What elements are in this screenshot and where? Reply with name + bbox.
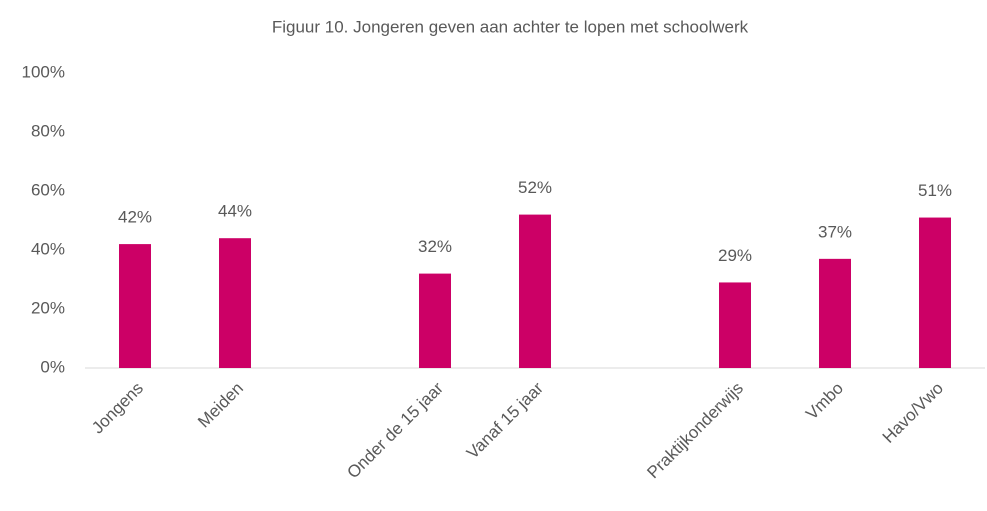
bar bbox=[719, 282, 751, 368]
data-label: 29% bbox=[718, 246, 752, 265]
bar bbox=[119, 244, 151, 368]
x-tick-label: Jongens bbox=[88, 379, 147, 438]
data-label: 52% bbox=[518, 178, 552, 197]
y-tick-label: 40% bbox=[31, 239, 65, 258]
data-label: 44% bbox=[218, 202, 252, 221]
bar bbox=[919, 217, 951, 368]
data-label: 37% bbox=[818, 222, 852, 241]
bar bbox=[419, 273, 451, 368]
bar bbox=[819, 258, 851, 368]
y-tick-label: 60% bbox=[31, 180, 65, 199]
chart-title: Figuur 10. Jongeren geven aan achter te … bbox=[272, 17, 749, 36]
x-tick-label: Meiden bbox=[194, 379, 247, 432]
bar bbox=[219, 238, 251, 368]
y-tick-label: 20% bbox=[31, 298, 65, 317]
data-label: 51% bbox=[918, 181, 952, 200]
x-tick-label: Praktijkonderwijs bbox=[643, 379, 747, 483]
y-tick-label: 80% bbox=[31, 121, 65, 140]
y-tick-label: 100% bbox=[22, 62, 65, 81]
x-tick-label: Havo/Vwo bbox=[879, 379, 947, 447]
bar bbox=[519, 214, 551, 368]
x-tick-label: Vmbo bbox=[802, 379, 847, 424]
data-label: 42% bbox=[118, 208, 152, 227]
x-tick-label: Onder de 15 jaar bbox=[343, 378, 447, 482]
y-tick-label: 0% bbox=[40, 357, 65, 376]
data-label: 32% bbox=[418, 237, 452, 256]
x-tick-label: Vanaf 15 jaar bbox=[463, 378, 547, 462]
